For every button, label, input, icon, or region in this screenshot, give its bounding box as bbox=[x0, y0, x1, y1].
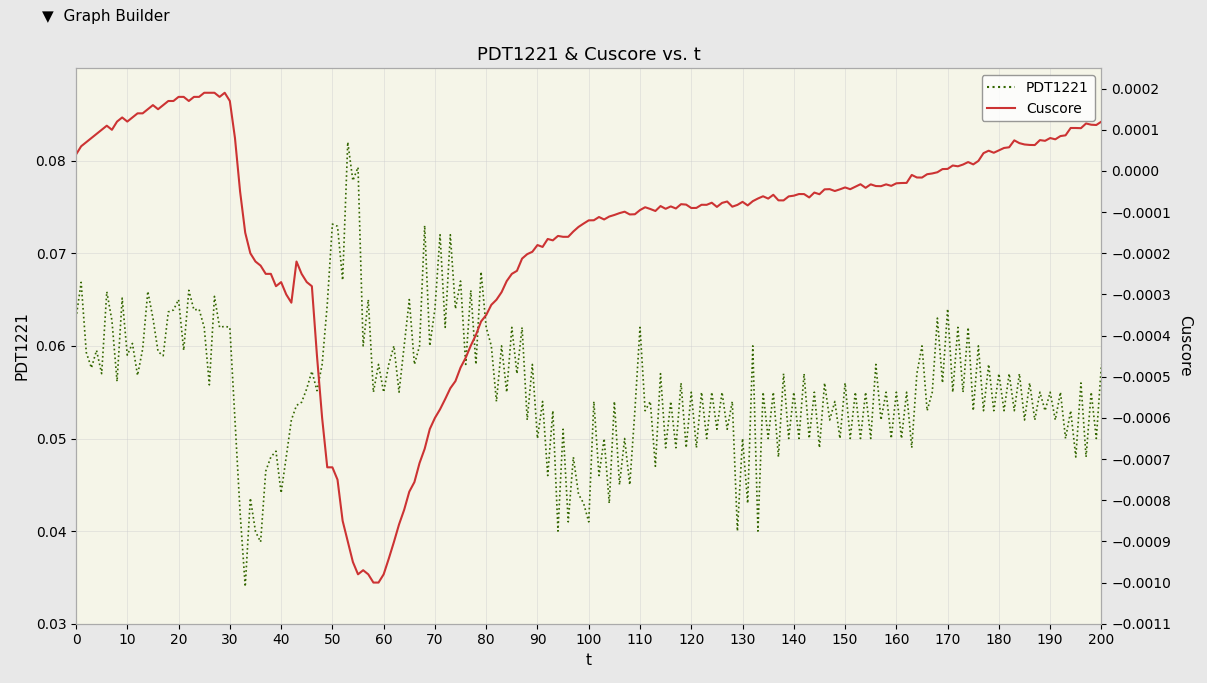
PDT1221 bbox=[509, 370, 524, 378]
Cuscore bbox=[197, 89, 211, 97]
PDT1221 bbox=[161, 308, 175, 316]
Cuscore bbox=[509, 267, 524, 275]
Cuscore bbox=[74, 142, 88, 150]
PDT1221 bbox=[454, 277, 468, 285]
Cuscore bbox=[632, 206, 647, 214]
Text: ▼  Graph Builder: ▼ Graph Builder bbox=[42, 10, 170, 25]
Legend: PDT1221, Cuscore: PDT1221, Cuscore bbox=[981, 75, 1095, 121]
PDT1221 bbox=[74, 278, 88, 286]
Cuscore bbox=[454, 363, 468, 372]
Cuscore bbox=[1018, 141, 1032, 149]
Y-axis label: PDT1221: PDT1221 bbox=[14, 311, 30, 380]
PDT1221 bbox=[238, 583, 252, 591]
Cuscore bbox=[161, 97, 175, 105]
Line: Cuscore: Cuscore bbox=[76, 93, 1102, 583]
X-axis label: t: t bbox=[585, 653, 591, 668]
Cuscore bbox=[366, 579, 380, 587]
PDT1221 bbox=[340, 138, 355, 146]
PDT1221 bbox=[1018, 416, 1032, 424]
Line: PDT1221: PDT1221 bbox=[76, 142, 1102, 587]
PDT1221 bbox=[1095, 361, 1109, 369]
Cuscore bbox=[69, 150, 83, 158]
Title: PDT1221 & Cuscore vs. t: PDT1221 & Cuscore vs. t bbox=[477, 46, 700, 64]
Cuscore bbox=[1095, 117, 1109, 126]
Y-axis label: Cuscore: Cuscore bbox=[1177, 315, 1193, 377]
PDT1221 bbox=[69, 314, 83, 322]
PDT1221 bbox=[632, 323, 647, 331]
